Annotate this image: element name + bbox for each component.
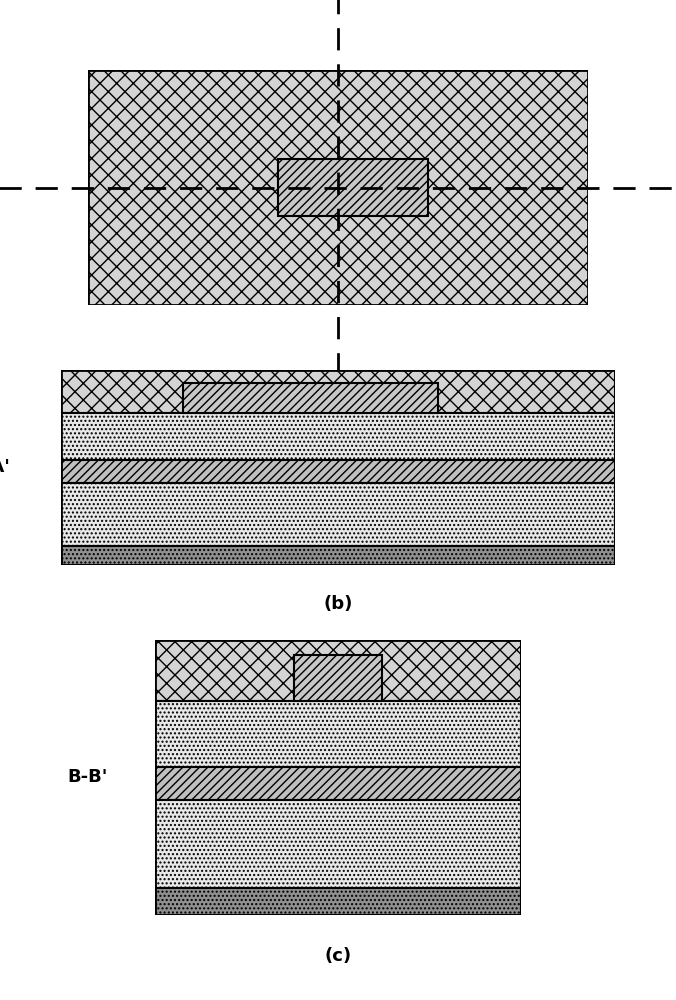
Bar xyxy=(61,460,615,483)
Bar xyxy=(61,413,615,460)
Bar xyxy=(155,766,521,800)
Bar xyxy=(155,888,521,915)
Bar xyxy=(155,700,521,766)
Text: (b): (b) xyxy=(323,595,353,613)
Bar xyxy=(155,640,521,700)
Bar xyxy=(155,800,521,888)
Bar xyxy=(61,370,615,413)
Text: (c): (c) xyxy=(324,947,352,965)
Text: (a): (a) xyxy=(324,437,352,455)
Bar xyxy=(278,159,428,216)
Bar xyxy=(294,655,382,700)
Bar xyxy=(61,483,615,546)
Text: A-A': A-A' xyxy=(0,458,11,477)
Text: B-B': B-B' xyxy=(68,768,108,786)
Text: B': B' xyxy=(363,394,384,413)
Bar xyxy=(183,383,438,413)
Bar xyxy=(61,546,615,565)
